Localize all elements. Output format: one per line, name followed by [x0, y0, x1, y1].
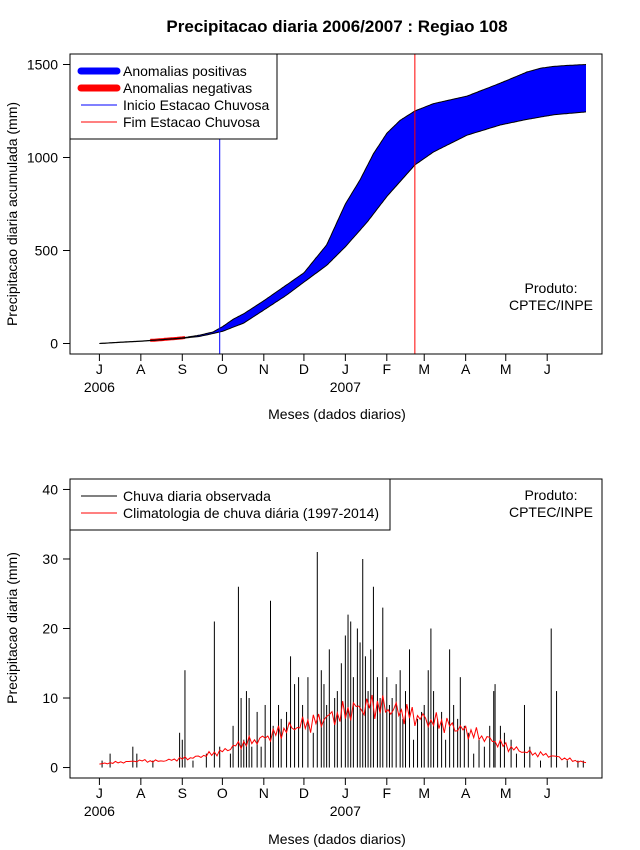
cumulative-plot-frame [69, 53, 603, 355]
cumulative-year-label: 2007 [330, 379, 361, 395]
daily-y-tick-label: 30 [42, 551, 58, 567]
cumulative-month-label: F [383, 361, 392, 377]
daily-y-tick-label: 10 [42, 690, 58, 706]
daily-month-label: D [299, 785, 309, 801]
cumulative-panel: 0 500 1000 1500 J A S O N D J F M A M J 2006 2007 Precip… [4, 53, 603, 422]
cumulative-y-tick-label: 1500 [27, 57, 58, 73]
cumulative-y-axis-label: Precipitacao diaria acumulada (mm) [4, 102, 20, 326]
cumulative-legend: Anomalias positivas Anomalias negativas … [69, 53, 278, 140]
cumulative-month-label: A [136, 361, 146, 377]
chart-title: Precipitacao diaria 2006/2007 : Regiao 1… [166, 17, 507, 36]
cumulative-y-tick-label: 500 [35, 243, 59, 259]
daily-y-tick-label: 40 [42, 481, 58, 497]
daily-month-label: A [136, 785, 146, 801]
cumulative-month-label: D [299, 361, 309, 377]
cumulative-month-label: M [500, 361, 512, 377]
daily-month-label: S [178, 785, 187, 801]
legend-end-label: Fim Estacao Chuvosa [123, 114, 260, 130]
cumulative-plot-content [99, 54, 587, 354]
daily-month-label: N [259, 785, 269, 801]
cumulative-month-label: O [217, 361, 228, 377]
daily-month-label: M [500, 785, 512, 801]
legend-positive-label: Anomalias positivas [123, 63, 247, 79]
positive-anomaly-area [99, 64, 587, 344]
daily-y-tick-label: 0 [50, 760, 58, 776]
daily-month-label: F [383, 785, 392, 801]
cumulative-y-axis: 0 500 1000 1500 [27, 57, 70, 352]
legend-observed-label: Chuva diaria observada [123, 488, 271, 504]
cumulative-x-axis-label: Meses (dados diarios) [268, 406, 406, 422]
observed-daily-bars [101, 552, 584, 768]
climatology-cumulative-line [99, 111, 587, 344]
daily-month-label: J [342, 785, 349, 801]
cumulative-month-label: J [96, 361, 103, 377]
cumulative-year-label: 2006 [84, 379, 115, 395]
daily-month-label: A [461, 785, 471, 801]
cumulative-y-tick-label: 0 [50, 336, 58, 352]
cumulative-month-label: S [178, 361, 187, 377]
product-source: CPTEC/INPE [509, 297, 593, 313]
cumulative-month-label: N [259, 361, 269, 377]
product-source: CPTEC/INPE [509, 504, 593, 520]
legend-negative-label: Anomalias negativas [123, 80, 252, 96]
cumulative-month-label: A [461, 361, 471, 377]
daily-y-axis-label: Precipitacao diaria (mm) [4, 552, 20, 704]
daily-legend-box [69, 478, 391, 531]
daily-month-label: J [544, 785, 551, 801]
cumulative-x-axis: J A S O N D J F M A M J 2006 2007 [84, 354, 551, 395]
daily-x-axis-label: Meses (dados diarios) [268, 831, 406, 847]
legend-start-label: Inicio Estacao Chuvosa [123, 97, 270, 113]
legend-climatology-label: Climatologia de chuva diária (1997-2014) [123, 505, 379, 521]
cumulative-month-label: J [342, 361, 349, 377]
cumulative-y-tick-label: 1000 [27, 150, 58, 166]
climatology-daily-line [99, 694, 587, 765]
daily-y-axis: 0 10 20 30 40 [42, 481, 70, 776]
daily-year-label: 2006 [84, 803, 115, 819]
cumulative-month-label: J [544, 361, 551, 377]
daily-legend: Chuva diaria observada Climatologia de c… [69, 478, 391, 531]
daily-month-label: J [96, 785, 103, 801]
cumulative-month-label: M [418, 361, 430, 377]
daily-month-label: M [418, 785, 430, 801]
daily-panel: 0 10 20 30 40 J A S O N D J F M A M J 2006 2007 Precipita… [4, 478, 603, 847]
daily-month-label: O [217, 785, 228, 801]
daily-x-axis: J A S O N D J F M A M J 2006 2007 [84, 778, 551, 819]
product-label: Produto: [525, 487, 578, 503]
daily-y-tick-label: 20 [42, 621, 58, 637]
product-label: Produto: [525, 280, 578, 296]
daily-year-label: 2007 [330, 803, 361, 819]
